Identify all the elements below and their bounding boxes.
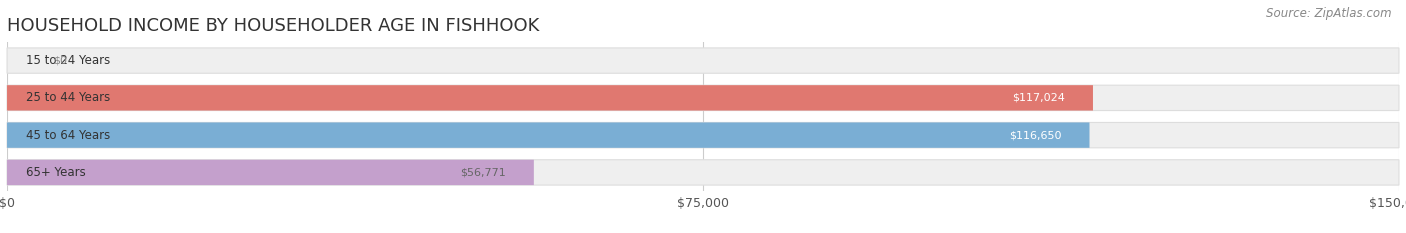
Text: HOUSEHOLD INCOME BY HOUSEHOLDER AGE IN FISHHOOK: HOUSEHOLD INCOME BY HOUSEHOLDER AGE IN F… — [7, 17, 540, 35]
FancyBboxPatch shape — [7, 85, 1399, 110]
Text: 65+ Years: 65+ Years — [25, 166, 86, 179]
FancyBboxPatch shape — [7, 123, 1399, 148]
FancyBboxPatch shape — [7, 160, 534, 185]
FancyBboxPatch shape — [7, 160, 1399, 185]
Text: Source: ZipAtlas.com: Source: ZipAtlas.com — [1267, 7, 1392, 20]
Text: $117,024: $117,024 — [1012, 93, 1066, 103]
Text: 15 to 24 Years: 15 to 24 Years — [25, 54, 110, 67]
FancyBboxPatch shape — [7, 123, 1090, 148]
Text: $56,771: $56,771 — [460, 168, 506, 177]
Text: 25 to 44 Years: 25 to 44 Years — [25, 91, 110, 104]
Text: $0: $0 — [53, 56, 67, 65]
Text: 45 to 64 Years: 45 to 64 Years — [25, 129, 110, 142]
FancyBboxPatch shape — [7, 48, 1399, 73]
Text: $116,650: $116,650 — [1010, 130, 1062, 140]
FancyBboxPatch shape — [7, 85, 1092, 110]
